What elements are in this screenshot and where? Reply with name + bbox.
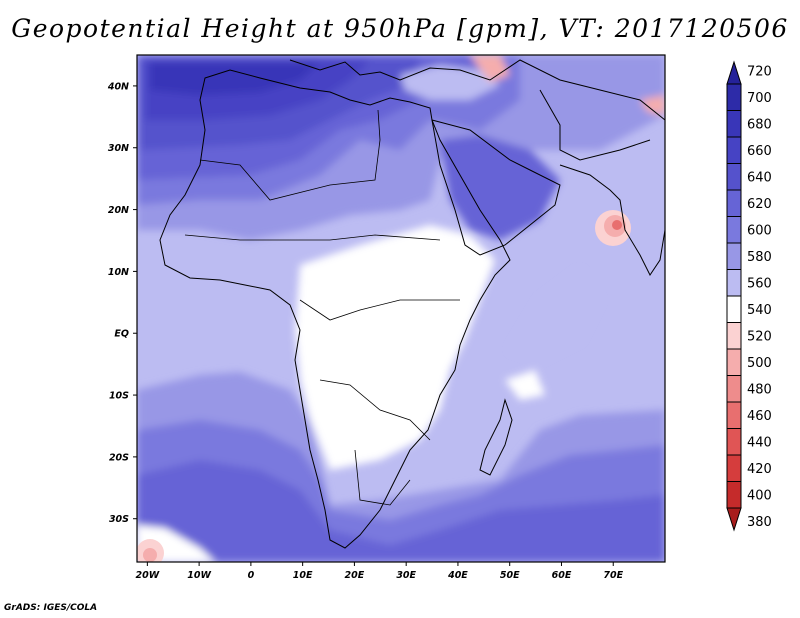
colorbar-swatch bbox=[726, 242, 742, 270]
madagascar-coastline bbox=[479, 398, 513, 476]
colorbar-label: 400 bbox=[747, 488, 772, 503]
y-tick-label: 20S bbox=[109, 452, 129, 463]
central-africa-borders bbox=[299, 299, 460, 321]
colorbar-label: 640 bbox=[747, 170, 772, 185]
colorbar-swatch bbox=[726, 110, 742, 138]
north-africa-borders bbox=[199, 109, 381, 201]
x-axis: 20W 10W 0 10E 20E 30E 40E 50E 60E 70E bbox=[136, 562, 624, 581]
iran-pakistan-border bbox=[539, 89, 651, 161]
y-tick-label: 10S bbox=[109, 391, 129, 402]
field-band-560-africa bbox=[295, 225, 495, 470]
grads-credit: GrADS: IGES/COLA bbox=[4, 603, 98, 613]
colorbar-label: 500 bbox=[747, 356, 772, 371]
colorbar-label: 440 bbox=[747, 435, 772, 450]
field-low-arabian-sea-core bbox=[612, 220, 622, 230]
colorbar-label: 520 bbox=[747, 329, 772, 344]
plot-frame bbox=[136, 54, 666, 563]
field-band-640-south bbox=[137, 460, 665, 562]
arabia-coastline bbox=[431, 119, 561, 256]
field-band-700 bbox=[150, 62, 320, 95]
colorbar-label: 560 bbox=[747, 276, 772, 291]
colorbar-swatch bbox=[726, 269, 742, 297]
colorbar-swatch bbox=[726, 216, 742, 244]
sahel-borders bbox=[184, 234, 441, 241]
colorbar-label: 380 bbox=[747, 515, 772, 530]
field-low-caucasus bbox=[470, 55, 510, 82]
colorbar-bottom-arrow bbox=[726, 507, 742, 532]
colorbar-label: 700 bbox=[747, 91, 772, 106]
colorbar-label: 480 bbox=[747, 382, 772, 397]
colorbar-swatch bbox=[726, 348, 742, 376]
y-tick-label: 20N bbox=[108, 205, 129, 216]
colorbar-top-arrow bbox=[726, 60, 742, 85]
colorbar-label: 600 bbox=[747, 223, 772, 238]
colorbar-label: 620 bbox=[747, 197, 772, 212]
x-tick-label: 20W bbox=[136, 570, 160, 581]
y-tick-label: 30S bbox=[109, 514, 129, 525]
colorbar-label: 580 bbox=[747, 250, 772, 265]
colorbar-swatch bbox=[726, 481, 742, 509]
x-tick-label: 0 bbox=[248, 570, 255, 581]
colorbar-label: 680 bbox=[747, 117, 772, 132]
colorbar: 720 700 680 660 640 620 600 580 560 540 520 500 480 4… bbox=[726, 60, 772, 532]
y-tick-label: EQ bbox=[114, 329, 129, 340]
colorbar-label: 460 bbox=[747, 409, 772, 424]
colorbar-label: 540 bbox=[747, 303, 772, 318]
colorbar-swatch bbox=[726, 295, 742, 323]
x-tick-label: 70E bbox=[603, 570, 623, 581]
southern-africa-borders bbox=[319, 379, 431, 441]
colorbar-label: 660 bbox=[747, 144, 772, 159]
field-band-560-ocean bbox=[505, 370, 545, 400]
colorbar-swatch bbox=[726, 136, 742, 164]
field-band-580-ocean bbox=[510, 270, 600, 360]
x-tick-label: 40E bbox=[447, 570, 468, 581]
south-africa-borders bbox=[354, 449, 411, 506]
y-tick-label: 40N bbox=[107, 81, 129, 92]
field-low-sw-core bbox=[143, 548, 157, 562]
colorbar-swatch bbox=[726, 375, 742, 403]
x-tick-label: 50E bbox=[500, 570, 520, 581]
colorbar-swatch bbox=[726, 428, 742, 456]
colorbar-swatch bbox=[726, 322, 742, 350]
colorbar-label: 720 bbox=[747, 64, 772, 79]
y-tick-label: 30N bbox=[108, 143, 129, 154]
field-band-580-med bbox=[400, 65, 500, 100]
colorbar-swatch bbox=[726, 401, 742, 429]
x-tick-label: 30E bbox=[396, 570, 416, 581]
coastlines bbox=[159, 59, 665, 549]
y-axis: 40N 30N 20N 10N EQ 10S 20S 30S bbox=[107, 81, 137, 525]
y-tick-label: 10N bbox=[108, 267, 129, 278]
geopotential-field bbox=[137, 55, 665, 562]
x-tick-label: 10W bbox=[187, 570, 211, 581]
india-coastline bbox=[559, 164, 665, 276]
field-low-himalaya bbox=[640, 95, 665, 115]
colorbar-swatch bbox=[726, 454, 742, 482]
colorbar-swatch bbox=[726, 83, 742, 111]
africa-coastline bbox=[159, 69, 511, 549]
map-title: Geopotential Height at 950hPa [gpm], VT:… bbox=[11, 14, 789, 43]
colorbar-swatch bbox=[726, 163, 742, 191]
colorbar-swatch bbox=[726, 189, 742, 217]
x-tick-label: 60E bbox=[552, 570, 572, 581]
x-tick-label: 20E bbox=[345, 570, 365, 581]
colorbar-label: 420 bbox=[747, 462, 772, 477]
eurasia-coastline bbox=[289, 59, 665, 121]
x-tick-label: 10E bbox=[293, 570, 313, 581]
field-band-640-arabia bbox=[440, 135, 560, 240]
